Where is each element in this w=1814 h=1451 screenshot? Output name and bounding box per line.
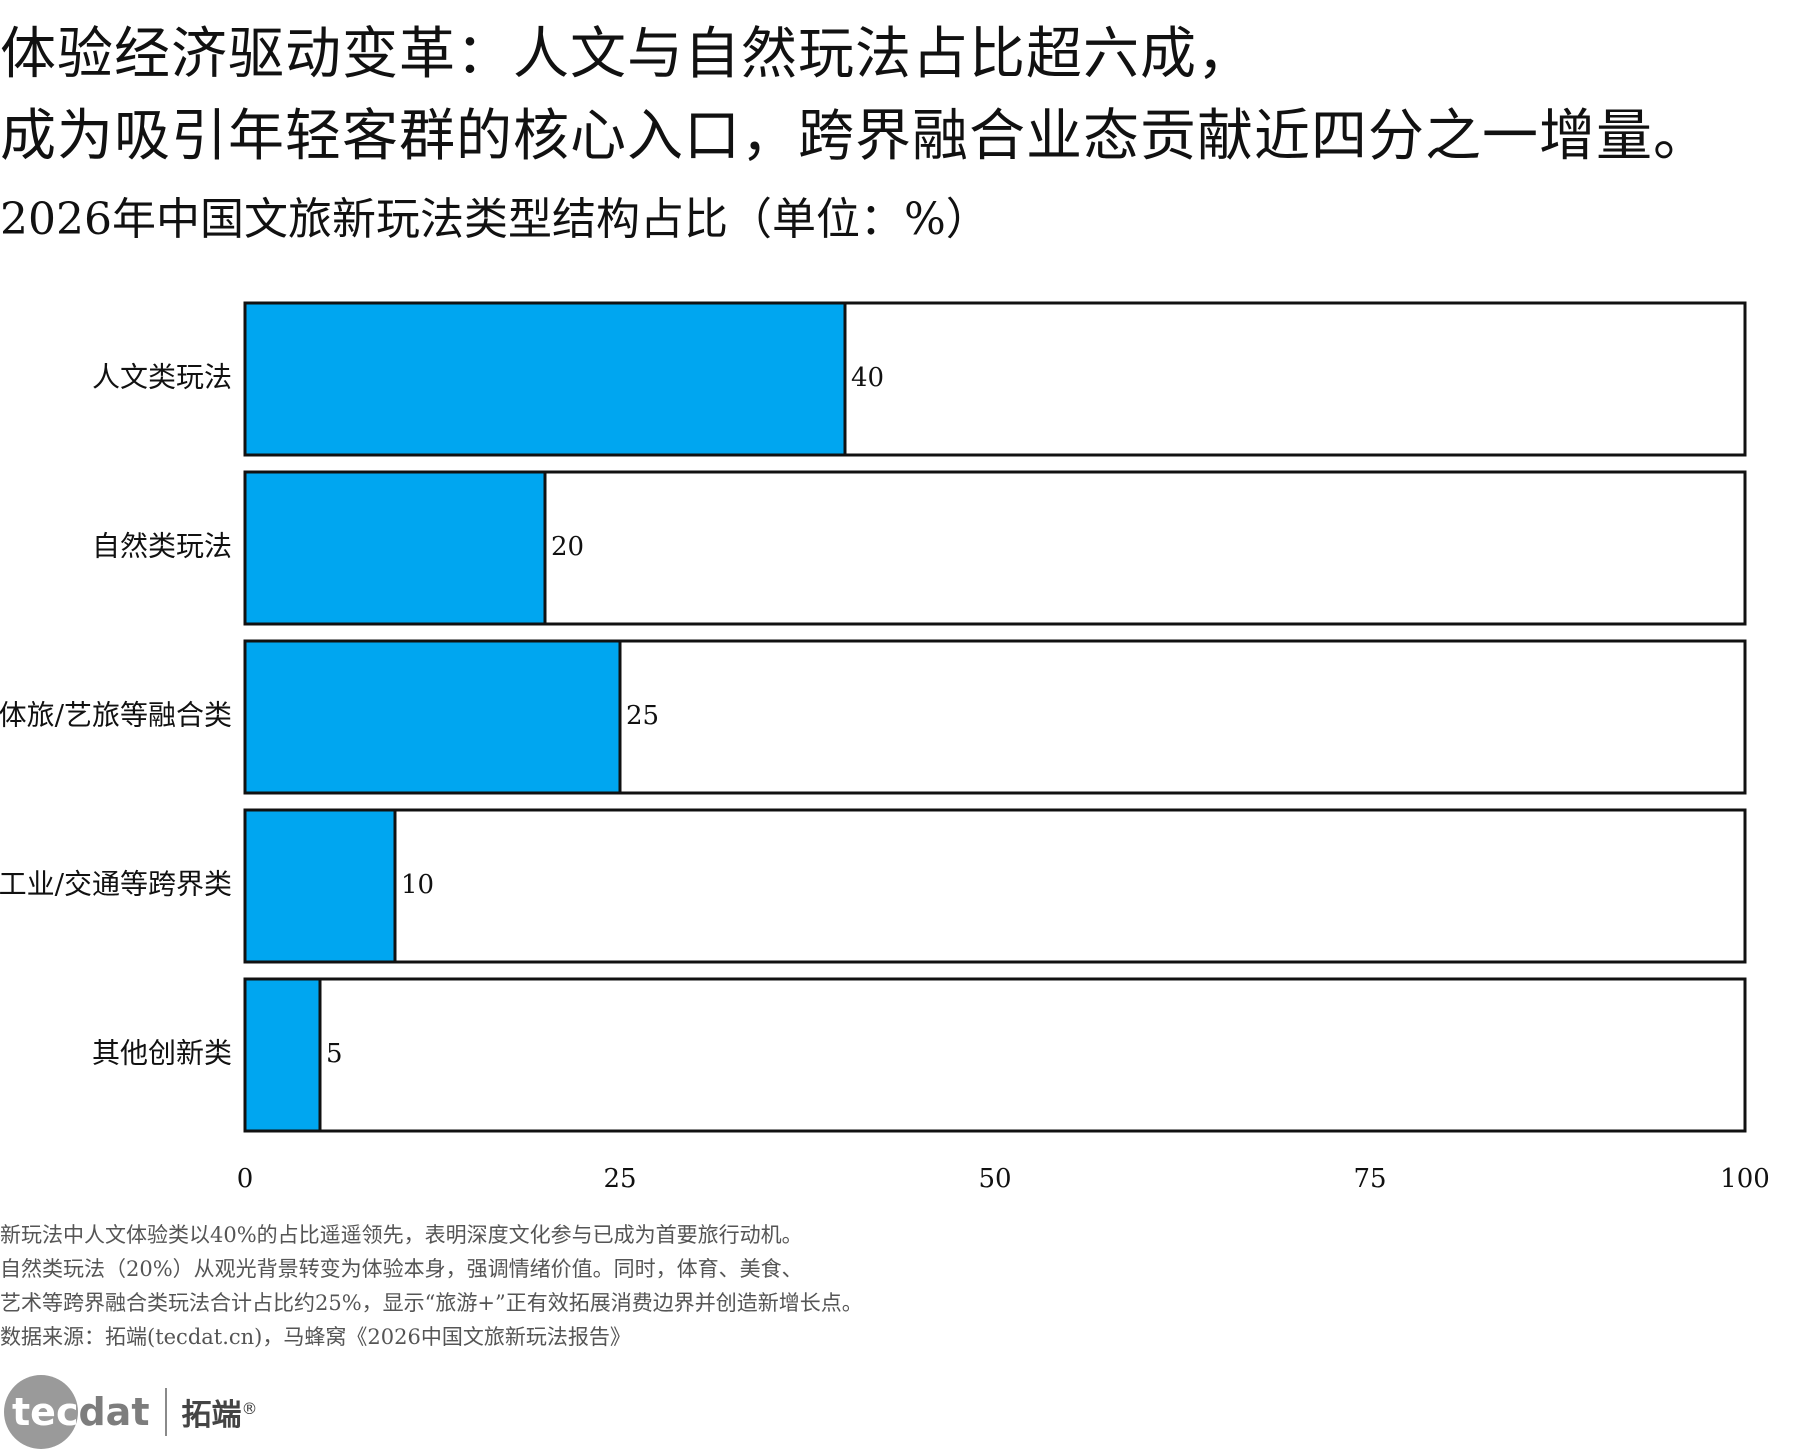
note-line: 艺术等跨界融合类玩法合计占比约25%，显示“旅游+”正有效拓展消费边界并创造新增…	[0, 1291, 863, 1315]
note-line: 新玩法中人文体验类以40%的占比遥遥领先，表明深度文化参与已成为首要旅行动机。	[0, 1223, 803, 1247]
x-axis: 0 25 50 75 100	[237, 1164, 1770, 1194]
chart-rows: 人文类玩法 40 自然类玩法 20 体旅/艺旅等融合类 25 工业/交通等跨界类 10 其他创新…	[0, 301, 1747, 1133]
data-label: 25	[626, 701, 659, 731]
category-label: 自然类玩法	[92, 530, 232, 563]
bar	[243, 301, 847, 457]
headline-line-2: 成为吸引年轻客群的核心入口，跨界融合业态贡献近四分之一增量。	[0, 104, 1710, 169]
bar	[243, 470, 547, 626]
logo-word-part-2: dat	[78, 1390, 150, 1434]
bar-row: 自然类玩法 20	[92, 470, 1747, 626]
bar-row: 工业/交通等跨界类 10	[0, 808, 1747, 964]
chart-subtitle: 2026年中国文旅新玩法类型结构占比（单位：%）	[0, 194, 990, 245]
category-label: 体旅/艺旅等融合类	[0, 699, 232, 732]
bar-row: 其他创新类 5	[92, 977, 1747, 1133]
bar-track	[243, 977, 1747, 1133]
logo-circle	[4, 1375, 78, 1449]
bar-track	[243, 808, 1747, 964]
data-label: 20	[551, 532, 584, 562]
bar	[243, 808, 397, 964]
logo-wordmark: tecdat	[4, 1390, 149, 1434]
bar-chart: 人文类玩法 40 自然类玩法 20 体旅/艺旅等融合类 25 工业/交通等跨界类 10 其他创新…	[0, 301, 1770, 1194]
bar	[243, 977, 322, 1133]
x-tick-label: 75	[1353, 1164, 1386, 1194]
category-label: 其他创新类	[92, 1037, 232, 1070]
logo-word-part-1: tec	[12, 1390, 79, 1434]
note-line: 自然类玩法（20%）从观光背景转变为体验本身，强调情绪价值。同时，体育、美食、	[0, 1257, 803, 1281]
x-tick-label: 50	[978, 1164, 1011, 1194]
data-label: 40	[851, 363, 884, 393]
headline-line-1: 体验经济驱动变革：人文与自然玩法占比超六成，	[0, 22, 1254, 87]
logo-chinese: 拓端®	[181, 1390, 257, 1434]
bar	[243, 639, 622, 795]
headline: 体验经济驱动变革：人文与自然玩法占比超六成， 成为吸引年轻客群的核心入口，跨界融…	[0, 14, 1710, 178]
category-label: 工业/交通等跨界类	[0, 868, 232, 901]
logo-chinese-text: 拓端	[181, 1398, 242, 1433]
x-tick-label: 100	[1720, 1164, 1770, 1194]
data-source: 数据来源：拓端(tecdat.cn)，马蜂窝《2026中国文旅新玩法报告》	[0, 1325, 631, 1349]
data-label: 5	[326, 1039, 343, 1069]
brand-logo: tecdat 拓端®	[4, 1375, 257, 1449]
chart-notes: 新玩法中人文体验类以40%的占比遥遥领先，表明深度文化参与已成为首要旅行动机。 …	[0, 1218, 863, 1354]
bar-row: 体旅/艺旅等融合类 25	[0, 639, 1747, 795]
data-label: 10	[401, 870, 434, 900]
x-tick-label: 25	[603, 1164, 636, 1194]
category-label: 人文类玩法	[92, 361, 232, 394]
logo-mark: tecdat	[4, 1375, 149, 1449]
x-tick-label: 0	[237, 1164, 254, 1194]
bar-row: 人文类玩法 40	[92, 301, 1747, 457]
registered-mark: ®	[241, 1399, 258, 1418]
logo-divider	[165, 1388, 168, 1436]
